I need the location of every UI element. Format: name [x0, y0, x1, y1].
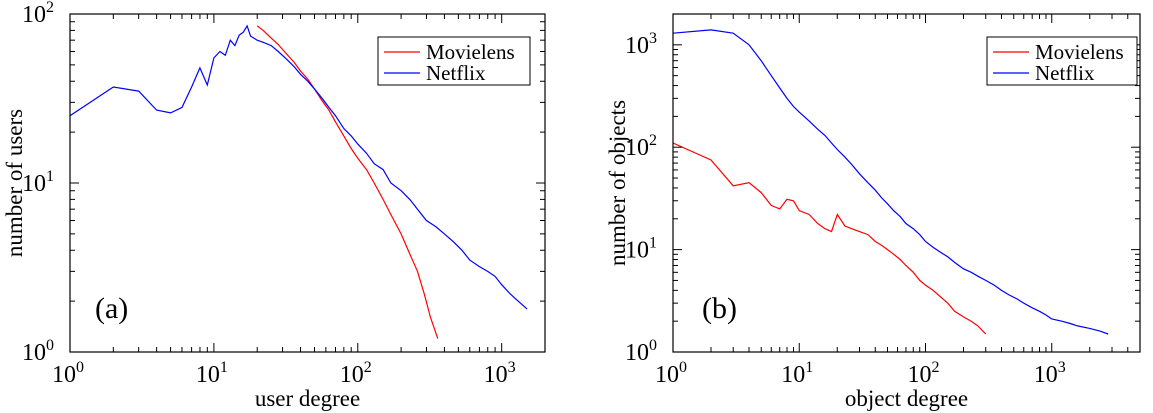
- y-tick-label-base: 10: [625, 135, 649, 161]
- y-tick-label-base: 10: [22, 171, 46, 197]
- x-tick-label-exponent: 3: [1058, 359, 1066, 376]
- y-axis-label: number of objects: [605, 100, 630, 266]
- x-tick-label-base: 10: [52, 362, 76, 388]
- y-tick-label-base: 10: [625, 340, 649, 366]
- x-tick-label: 103: [1034, 359, 1066, 388]
- y-tick-label: 100: [22, 337, 54, 366]
- x-tick-label: 103: [484, 359, 516, 388]
- legend-box: [986, 36, 1138, 86]
- x-tick-label: 102: [908, 359, 940, 388]
- x-tick-label-exponent: 3: [508, 359, 516, 376]
- y-tick-label-exponent: 1: [46, 168, 54, 185]
- x-tick-label-base: 10: [484, 362, 508, 388]
- y-tick-label-exponent: 0: [46, 337, 54, 354]
- y-tick-label: 102: [625, 132, 657, 161]
- y-tick-label: 102: [22, 0, 54, 28]
- y-tick-label-exponent: 1: [649, 235, 657, 252]
- series-line-netflix: [70, 24, 528, 310]
- x-tick-label: 101: [196, 359, 228, 388]
- series-line-netflix: [673, 29, 1109, 335]
- legend-label-netflix: Netflix: [426, 61, 486, 85]
- y-tick-label-exponent: 3: [649, 30, 657, 47]
- x-tick-label: 101: [781, 359, 813, 388]
- plot-frame: [672, 13, 1141, 353]
- y-axis-label: number of users: [2, 109, 27, 257]
- x-tick-label-base: 10: [1034, 362, 1058, 388]
- x-tick-label-base: 10: [340, 362, 364, 388]
- y-tick-label-exponent: 2: [649, 132, 657, 149]
- y-tick-label: 100: [625, 337, 657, 366]
- y-tick-label-exponent: 2: [46, 0, 54, 16]
- y-tick-label: 101: [625, 235, 657, 264]
- x-tick-label-base: 10: [908, 362, 932, 388]
- x-tick-label-exponent: 2: [932, 359, 940, 376]
- y-tick-label-base: 10: [22, 340, 46, 366]
- x-tick-label-exponent: 2: [364, 359, 372, 376]
- x-tick-label-exponent: 0: [76, 359, 84, 376]
- y-tick-label-base: 10: [22, 2, 46, 28]
- legend-box: [377, 36, 531, 86]
- y-tick-label: 103: [625, 30, 657, 59]
- y-tick-label-exponent: 0: [649, 337, 657, 354]
- y-tick-label-base: 10: [625, 33, 649, 59]
- x-tick-label-exponent: 1: [805, 359, 813, 376]
- x-tick-label-base: 10: [781, 362, 805, 388]
- x-tick-label: 100: [655, 359, 687, 388]
- x-tick-label-base: 10: [196, 362, 220, 388]
- panel-label: (a): [95, 292, 128, 325]
- panel-label: (b): [702, 292, 737, 325]
- x-tick-label-exponent: 1: [220, 359, 228, 376]
- legend-label-movielens: Movielens: [1035, 40, 1124, 64]
- y-tick-label: 101: [22, 168, 54, 197]
- legend-label-movielens: Movielens: [426, 40, 515, 64]
- legend-label-netflix: Netflix: [1035, 61, 1095, 85]
- x-tick-label-exponent: 0: [679, 359, 687, 376]
- x-tick-label: 100: [52, 359, 84, 388]
- series-line-movielens: [256, 25, 439, 339]
- y-tick-label-base: 10: [625, 238, 649, 264]
- x-axis-label: user degree: [255, 386, 360, 411]
- series-line-movielens: [673, 142, 987, 335]
- x-tick-label-base: 10: [655, 362, 679, 388]
- x-tick-label: 102: [340, 359, 372, 388]
- x-axis-label: object degree: [845, 386, 968, 411]
